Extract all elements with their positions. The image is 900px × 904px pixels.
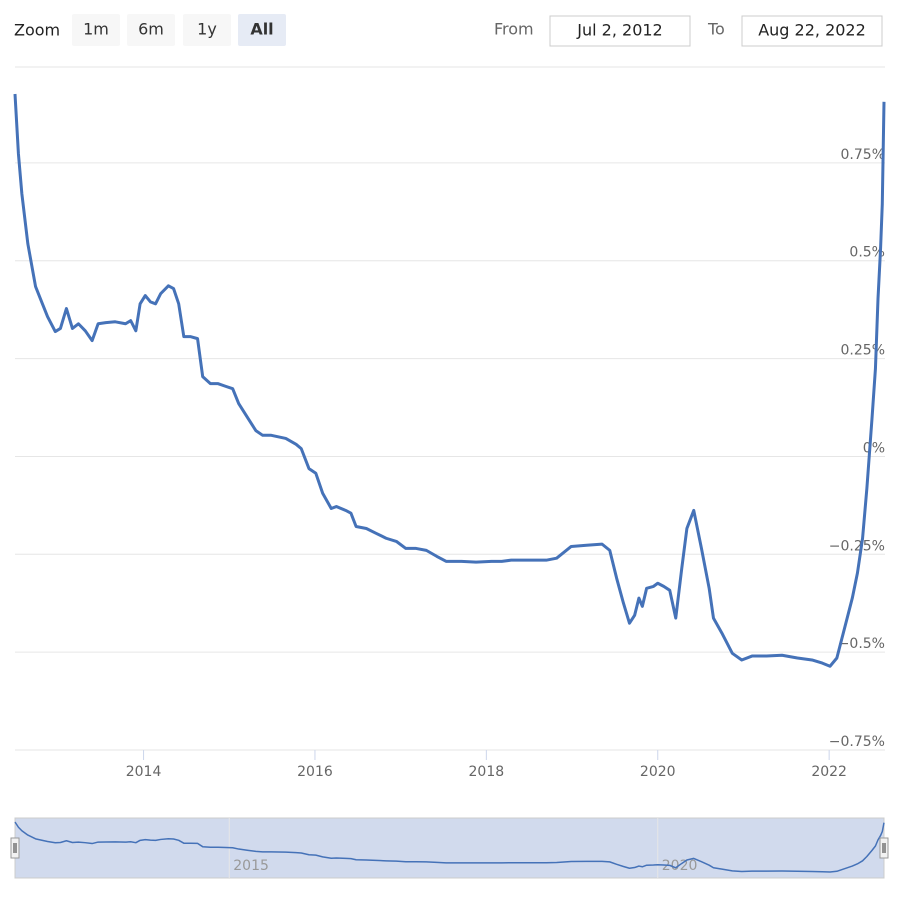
- y-tick-label: −0.25%: [829, 538, 885, 554]
- to-value[interactable]: Aug 22, 2022: [758, 21, 866, 40]
- from-label: From: [494, 20, 534, 39]
- zoom-button[interactable]: [238, 14, 286, 46]
- y-tick-label: 0%: [863, 440, 885, 456]
- zoom-button-label[interactable]: All: [250, 20, 273, 39]
- zoom-button-label[interactable]: 1y: [197, 20, 217, 39]
- navigator-handle[interactable]: [10, 837, 20, 859]
- x-tick-label: 2014: [126, 764, 162, 780]
- navigator-handle[interactable]: [879, 837, 889, 859]
- to-input[interactable]: [741, 15, 883, 47]
- y-tick-label: −0.5%: [838, 636, 885, 652]
- zoom-label: Zoom: [14, 21, 60, 40]
- x-tick-label: 2018: [469, 764, 505, 780]
- x-tick-label: 2016: [297, 764, 333, 780]
- from-value[interactable]: Jul 2, 2012: [576, 21, 662, 40]
- zoom-button[interactable]: [183, 14, 231, 46]
- zoom-button-label[interactable]: 1m: [83, 20, 109, 39]
- zoom-button[interactable]: [72, 14, 120, 46]
- to-label: To: [707, 20, 725, 39]
- y-tick-label: 0.5%: [849, 245, 885, 261]
- navigator-mask[interactable]: [14, 817, 885, 879]
- zoom-button-label[interactable]: 6m: [138, 20, 164, 39]
- series-line: [13, 93, 886, 668]
- navigator-tick-label: 2015: [233, 858, 269, 874]
- zoom-button[interactable]: [127, 14, 175, 46]
- from-input[interactable]: [549, 15, 691, 47]
- y-tick-label: 0.25%: [841, 343, 885, 359]
- navigator-line: [14, 821, 885, 873]
- y-tick-label: −0.75%: [829, 734, 885, 750]
- x-tick-label: 2020: [640, 764, 676, 780]
- y-tick-label: 0.75%: [841, 147, 885, 163]
- x-tick-label: 2022: [811, 764, 847, 780]
- navigator-tick-label: 2020: [662, 858, 698, 874]
